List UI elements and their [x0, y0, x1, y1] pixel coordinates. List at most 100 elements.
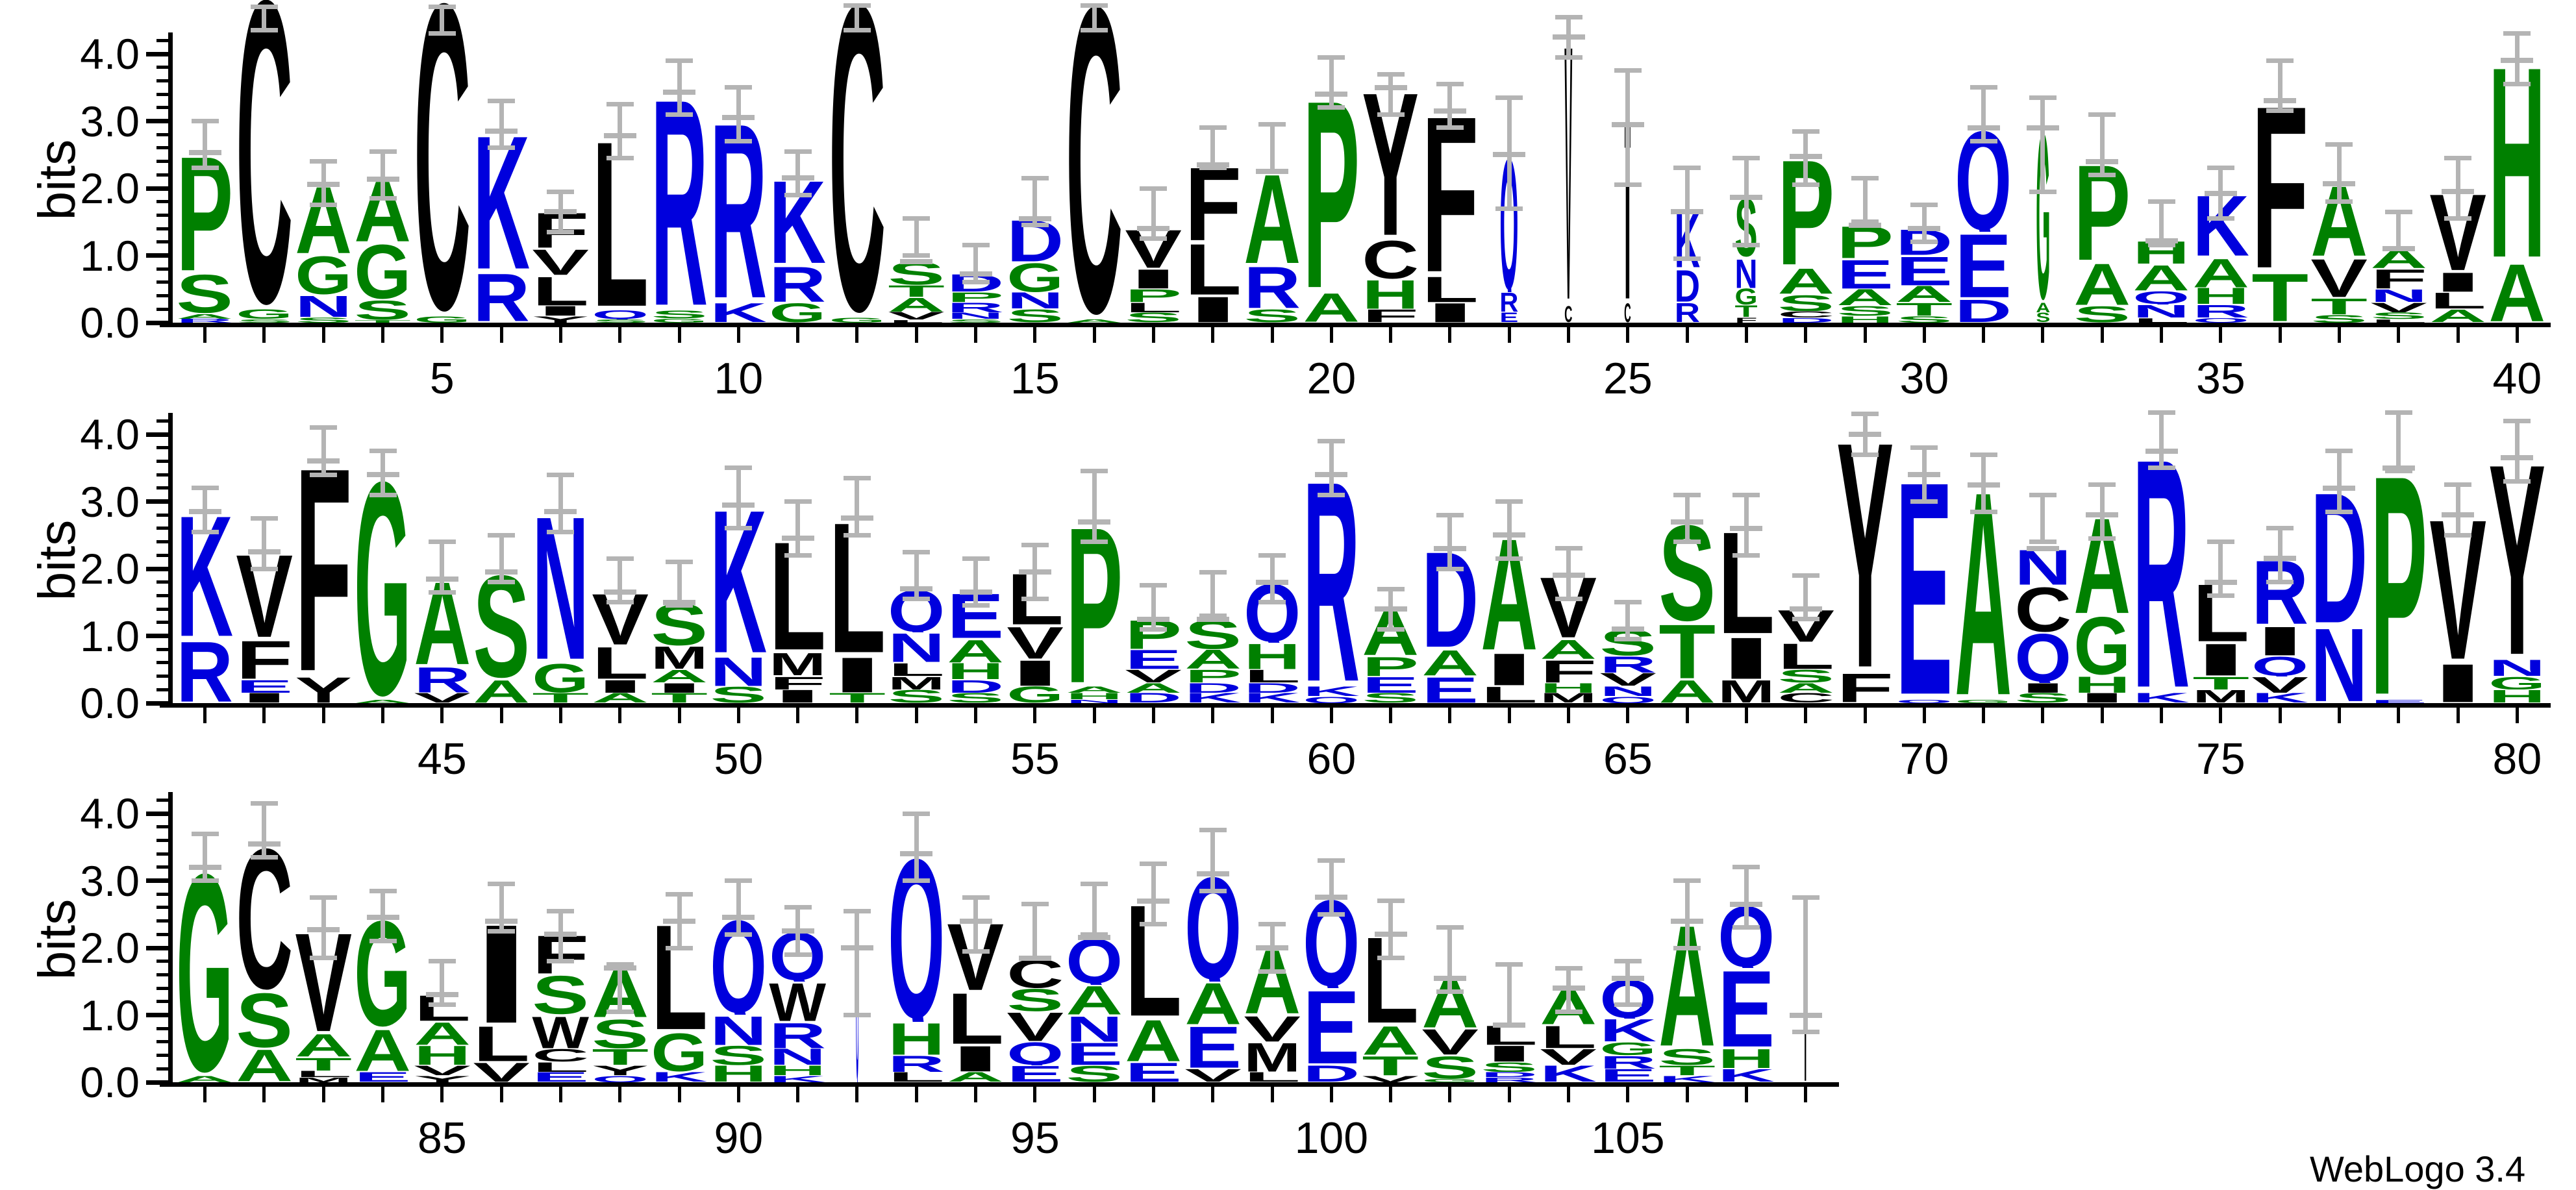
svg-text:D: D [1244, 683, 1301, 693]
logo-letter-I-pos72: I [2014, 683, 2072, 693]
logo-letter-E-pos84: E [353, 1072, 412, 1082]
x-tick [1092, 327, 1096, 343]
error-bar-cap-top [1732, 865, 1760, 870]
svg-text:L: L [1421, 276, 1479, 303]
svg-text:K: K [473, 131, 530, 272]
error-bar-cap-mid [247, 549, 281, 555]
error-bar-line [440, 541, 445, 593]
error-bar-cap-bottom [1318, 105, 1345, 110]
svg-text:M: M [651, 646, 708, 669]
error-bar-cap-bottom [1377, 956, 1405, 961]
x-tick [2456, 708, 2460, 723]
error-bar-cap-mid [2086, 158, 2119, 164]
logo-letter-K-pos107: K [1717, 1069, 1775, 1082]
error-bar-cap-bottom [1910, 499, 1938, 504]
svg-text:A: A [355, 1028, 412, 1072]
svg-text:D: D [1777, 318, 1834, 323]
error-bar-cap-mid [1849, 432, 1882, 437]
error-bar-cap-mid [307, 181, 340, 187]
logo-letter-L-pos86: L [472, 1025, 531, 1062]
svg-text:E: E [1125, 1062, 1182, 1082]
logo-letter-T-pos36: T [2251, 272, 2309, 323]
x-tick [1744, 1087, 1748, 1102]
x-tick [974, 1087, 978, 1102]
logo-letter-C-pos5: C [413, 0, 471, 316]
error-bar-line [1981, 87, 1986, 142]
error-bar-cap-mid [722, 115, 755, 121]
x-tick [2337, 708, 2341, 723]
svg-text:C: C [532, 1048, 590, 1062]
y-major-tick [146, 811, 168, 816]
error-bar-cap-bottom [1377, 626, 1405, 632]
logo-letter-E-pos96: E [1065, 1042, 1123, 1065]
logo-letter-A-pos94: A [946, 1072, 1005, 1082]
error-bar-cap-bottom [725, 139, 753, 144]
error-bar-cap-bottom [1140, 236, 1168, 242]
svg-text:S: S [710, 686, 768, 703]
error-bar-line [1329, 57, 1334, 108]
error-bar-cap-top [250, 5, 278, 10]
svg-text:M: M [1244, 1042, 1301, 1072]
logo-letter-N-pos80: N [2488, 660, 2546, 676]
logo-letter-S-pos19: S [1243, 309, 1301, 323]
error-bar-cap-bottom [2147, 243, 2175, 248]
x-tick [855, 327, 859, 343]
x-tick [1567, 1087, 1571, 1102]
logo-letter-G-pos3: G [294, 254, 353, 295]
error-bar-cap-mid [840, 515, 873, 521]
error-bar-cap-bottom [369, 196, 397, 201]
error-bar-line [1744, 495, 1749, 556]
x-tick [203, 1087, 207, 1102]
y-minor-tick [156, 892, 168, 896]
x-tick [1744, 327, 1748, 343]
svg-text:F: F [1735, 317, 1758, 323]
logo-letter-C-pos95: C [1006, 958, 1064, 989]
svg-text:S: S [1007, 988, 1064, 1011]
x-tick [558, 708, 562, 723]
error-bar-cap-top [2266, 58, 2294, 63]
y-tick-label: 1.0 [80, 991, 140, 1039]
logo-letter-K-pos105: K [1599, 1019, 1657, 1042]
svg-text:A: A [651, 669, 708, 683]
error-bar-cap-bottom [1732, 552, 1760, 558]
svg-text:A: A [236, 1048, 293, 1082]
svg-text:S: S [177, 273, 234, 314]
x-tick [440, 1087, 444, 1102]
error-bar-cap-top [1258, 922, 1286, 927]
logo-letter-A-pos40: A [2488, 262, 2546, 323]
svg-text:L: L [888, 320, 945, 323]
svg-text:C: C [1777, 311, 1834, 317]
error-bar-line [677, 562, 682, 606]
logo-letter-S-pos33: S [2073, 306, 2131, 323]
svg-text:L: L [532, 276, 590, 306]
logo-letter-C-pos25: C [1624, 303, 1632, 323]
x-tick [381, 708, 385, 723]
svg-text:K: K [2133, 693, 2190, 703]
logo-letter-P-pos29: P [1836, 225, 1894, 259]
error-bar-cap-bottom [1910, 240, 1938, 245]
logo-letter-M-pos51: M [768, 652, 827, 676]
logo-letter-G-pos11: G [768, 303, 827, 323]
logo-letter-S-pos54: S [946, 693, 1005, 703]
x-tick [1626, 327, 1630, 343]
svg-text:P: P [1303, 94, 1360, 292]
x-tick [262, 708, 266, 723]
logo-letter-N-pos77: N [2310, 626, 2368, 703]
svg-text:I: I [2192, 643, 2249, 676]
logo-letter-G-pos2: G [235, 309, 294, 319]
error-bar-cap-top [250, 800, 278, 806]
error-bar-line [618, 964, 623, 1012]
error-bar-cap-top [191, 486, 219, 491]
logo-letter-I-pos22: I [1421, 303, 1479, 323]
logo-letter-L-pos103: L [1480, 1025, 1538, 1045]
error-bar-line [1210, 572, 1216, 616]
logo-letter-V-pos57: V [1124, 669, 1182, 683]
logo-letter-S-pos28: S [1777, 295, 1835, 312]
error-bar-cap-mid [544, 509, 577, 515]
logo-letter-A-pos58: A [1184, 649, 1242, 669]
error-bar-cap-top [1081, 469, 1108, 474]
error-bar-cap-mid [188, 509, 221, 515]
x-tick-label: 105 [1591, 1113, 1665, 1163]
svg-text:N: N [532, 512, 590, 663]
error-bar-cap-mid [1493, 1023, 1526, 1028]
